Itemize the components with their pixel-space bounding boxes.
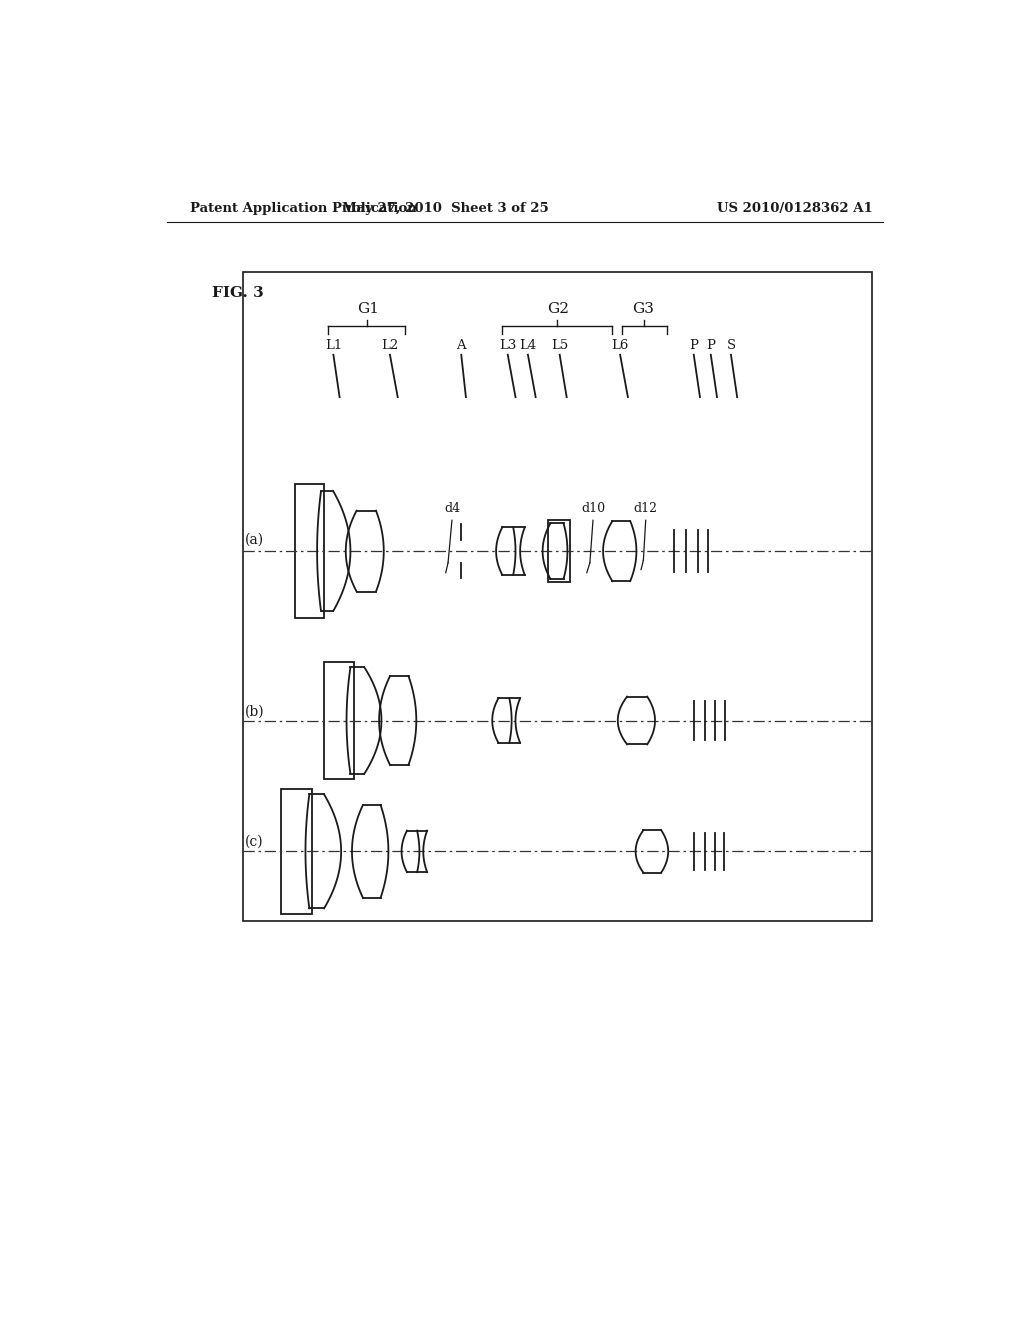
Text: L4: L4 — [519, 339, 537, 352]
Text: P: P — [689, 339, 698, 352]
Text: G3: G3 — [633, 301, 654, 315]
Text: P: P — [707, 339, 716, 352]
Text: G1: G1 — [357, 301, 379, 315]
Text: L5: L5 — [551, 339, 568, 352]
Text: (a): (a) — [245, 532, 264, 546]
Text: S: S — [726, 339, 735, 352]
Bar — [324, 663, 353, 779]
Text: L1: L1 — [325, 339, 342, 352]
Text: L2: L2 — [381, 339, 398, 352]
Text: US 2010/0128362 A1: US 2010/0128362 A1 — [717, 202, 872, 215]
Text: G2: G2 — [547, 301, 569, 315]
Bar — [282, 789, 312, 913]
Text: d12: d12 — [634, 502, 657, 515]
Text: Patent Application Publication: Patent Application Publication — [190, 202, 417, 215]
Bar — [295, 484, 324, 618]
Bar — [548, 520, 569, 582]
Text: (c): (c) — [245, 836, 263, 849]
Text: May 27, 2010  Sheet 3 of 25: May 27, 2010 Sheet 3 of 25 — [342, 202, 549, 215]
Text: L6: L6 — [611, 339, 629, 352]
Text: A: A — [457, 339, 466, 352]
Text: FIG. 3: FIG. 3 — [212, 286, 263, 300]
Text: L3: L3 — [499, 339, 516, 352]
Text: d10: d10 — [581, 502, 605, 515]
Bar — [243, 272, 872, 921]
Text: (b): (b) — [245, 705, 264, 718]
Text: d4: d4 — [443, 502, 460, 515]
